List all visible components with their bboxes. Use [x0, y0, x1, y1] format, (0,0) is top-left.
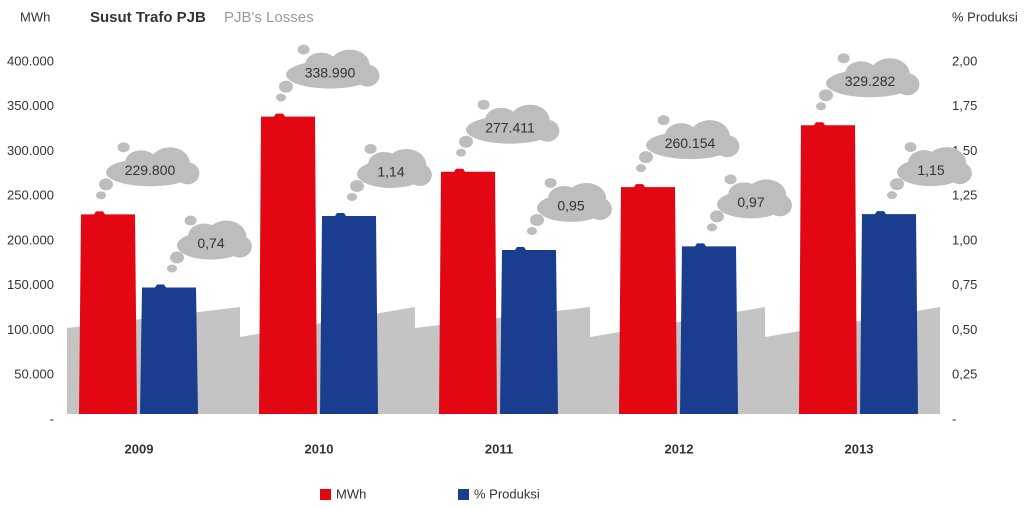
- value-label: 0,95: [557, 198, 584, 214]
- value-label: 229.800: [125, 162, 176, 178]
- bar: [320, 212, 378, 414]
- value-label: 338.990: [305, 64, 356, 80]
- y-axis-label: MWh: [20, 9, 50, 24]
- y2-tick-label: 1,75: [952, 98, 977, 113]
- y2-tick-label: 2,00: [952, 53, 977, 68]
- y-tick-label: 300.000: [7, 143, 54, 158]
- y2-axis-label: % Produksi: [952, 9, 1018, 24]
- y2-tick-label: 0,50: [952, 322, 977, 337]
- legend-label: % Produksi: [474, 486, 540, 501]
- value-label: 1,14: [377, 164, 404, 180]
- cloud: [527, 177, 612, 235]
- cloud: [167, 215, 252, 273]
- legend-swatch: [320, 489, 331, 500]
- value-label: 277.411: [485, 119, 535, 135]
- cloud: [636, 115, 740, 173]
- bar: [140, 284, 198, 414]
- cloud: [96, 142, 200, 200]
- x-tick-label: 2013: [845, 441, 874, 456]
- value-label: 0,97: [737, 194, 764, 210]
- bar: [500, 246, 558, 414]
- legend-swatch: [458, 489, 469, 500]
- cloud: [276, 44, 380, 102]
- x-tick-label: 2012: [665, 441, 694, 456]
- legend-label: MWh: [336, 486, 366, 501]
- bar: [619, 184, 677, 414]
- y-tick-label: -: [50, 411, 54, 426]
- bar: [439, 168, 497, 414]
- value-label: 260.154: [665, 135, 716, 151]
- bar: [259, 113, 317, 415]
- y-tick-label: 350.000: [7, 98, 54, 113]
- y-tick-label: 100.000: [7, 322, 54, 337]
- y2-tick-label: 1,00: [952, 232, 977, 247]
- y-tick-label: 250.000: [7, 188, 54, 203]
- value-label: 0,74: [197, 235, 224, 251]
- x-tick-label: 2011: [485, 441, 513, 456]
- y2-tick-label: 1,25: [952, 188, 977, 203]
- y-tick-label: 50.000: [14, 367, 54, 382]
- y-tick-label: 200.000: [7, 232, 54, 247]
- bar: [680, 243, 738, 414]
- cloud: [456, 99, 560, 157]
- cloud: [887, 142, 972, 200]
- cloud: [816, 53, 920, 111]
- y-tick-label: 400.000: [7, 53, 54, 68]
- y2-tick-label: 0,75: [952, 277, 977, 292]
- cloud: [707, 174, 792, 232]
- bar: [860, 211, 918, 414]
- y2-tick-label: 0,25: [952, 367, 977, 382]
- y2-tick-label: -: [952, 411, 956, 426]
- x-tick-label: 2010: [305, 441, 334, 456]
- value-label: 1,15: [917, 162, 944, 178]
- x-tick-label: 2009: [125, 441, 154, 456]
- bar: [79, 211, 137, 414]
- cloud: [347, 143, 432, 201]
- y-tick-label: 150.000: [7, 277, 54, 292]
- chart-title: Susut Trafo PJB: [90, 9, 206, 26]
- bar: [799, 122, 857, 415]
- value-label: 329.282: [845, 73, 896, 89]
- chart-subtitle: PJB's Losses: [224, 9, 314, 26]
